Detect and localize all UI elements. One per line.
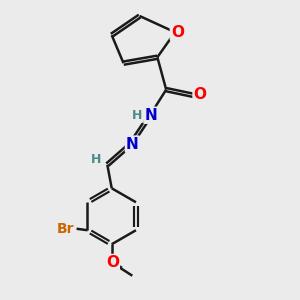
Text: O: O — [106, 255, 119, 270]
Text: H: H — [132, 109, 142, 122]
Text: O: O — [194, 87, 207, 102]
Text: N: N — [145, 108, 157, 123]
Text: O: O — [171, 25, 184, 40]
Text: H: H — [91, 153, 101, 166]
Text: Br: Br — [57, 222, 74, 236]
Text: N: N — [126, 136, 139, 152]
